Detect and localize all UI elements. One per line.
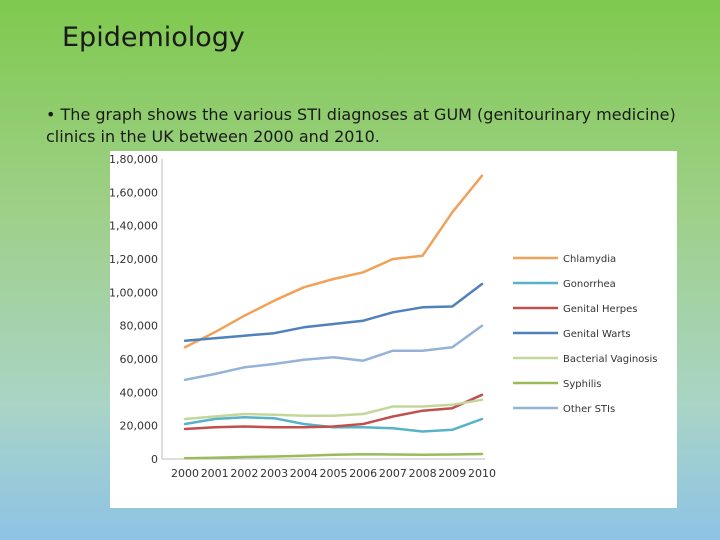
x-tick-label: 2007 [379, 467, 407, 480]
slide-body-text: • The graph shows the various STI diagno… [46, 105, 676, 146]
x-tick-label: 2006 [349, 467, 377, 480]
series-line-chlamydia [183, 174, 484, 349]
y-tick-label: 1,60,000 [110, 186, 158, 199]
y-tick-label: 60,000 [120, 353, 159, 366]
legend-label-bacterial-vaginosis: Bacterial Vaginosis [563, 354, 658, 365]
series-line-bacterial-vaginosis [183, 398, 484, 421]
series-lines [183, 174, 484, 460]
y-tick-label: 0 [151, 453, 158, 466]
slide-title: Epidemiology [62, 22, 245, 53]
series-line-syphilis [183, 452, 484, 460]
y-tick-label: 40,000 [120, 386, 159, 399]
y-tick-label: 1,80,000 [110, 153, 158, 166]
y-tick-label: 1,20,000 [110, 253, 158, 266]
y-axis-ticks: 0 20,000 40,000 60,000 80,000 1,00,000 1,20,00… [110, 153, 158, 466]
x-tick-label: 2004 [290, 467, 318, 480]
x-tick-label: 2000 [171, 467, 199, 480]
legend-label-genital-herpes: Genital Herpes [563, 304, 638, 315]
x-tick-label: 2005 [320, 467, 348, 480]
line-chart: 0 20,000 40,000 60,000 80,000 1,00,000 1,20,00… [110, 153, 658, 480]
x-tick-label: 2001 [201, 467, 229, 480]
y-tick-label: 1,00,000 [110, 286, 158, 299]
legend-label-chlamydia: Chlamydia [563, 254, 616, 265]
chart-container: 0 20,000 40,000 60,000 80,000 1,00,000 1,20,00… [110, 151, 677, 508]
series-line-genital-herpes [183, 393, 484, 431]
x-tick-label: 2009 [438, 467, 466, 480]
x-tick-label: 2003 [260, 467, 288, 480]
legend-label-gonorrhea: Gonorrhea [563, 279, 616, 290]
legend-label-other-stis: Other STIs [563, 404, 615, 415]
x-axis-ticks: 2000 2001 2002 2003 2004 2005 2006 2007 2008 2009… [171, 467, 496, 480]
series-line-genital-warts [183, 282, 484, 342]
series-line-gonorrhea [183, 416, 484, 433]
y-tick-label: 20,000 [120, 420, 159, 433]
y-tick-label: 80,000 [120, 320, 159, 333]
series-line-other-stis [183, 324, 484, 382]
x-tick-label: 2002 [230, 467, 258, 480]
x-tick-label: 2010 [468, 467, 496, 480]
legend: Chlamydia Gonorrhea Genital Herpes Genital … [513, 254, 658, 415]
legend-label-genital-warts: Genital Warts [563, 329, 631, 340]
legend-label-syphilis: Syphilis [563, 379, 602, 390]
x-tick-label: 2008 [409, 467, 437, 480]
y-tick-label: 1,40,000 [110, 220, 158, 233]
